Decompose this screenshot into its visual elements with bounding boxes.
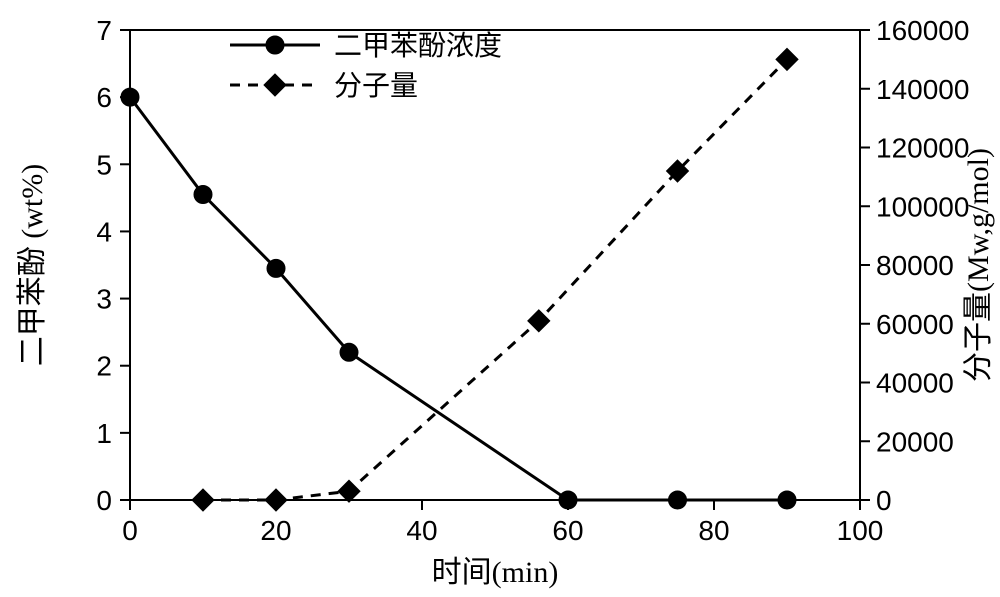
y-left-tick-label: 4 — [96, 216, 112, 247]
x-tick-label: 0 — [122, 515, 138, 546]
circle-marker — [340, 343, 358, 361]
y-left-tick-label: 7 — [96, 15, 112, 46]
diamond-marker — [528, 310, 550, 332]
x-tick-label: 80 — [698, 515, 729, 546]
circle-marker — [669, 491, 687, 509]
plot-border — [130, 30, 860, 500]
y-right-tick-label: 0 — [876, 485, 892, 516]
circle-marker — [267, 259, 285, 277]
y-right-tick-label: 140000 — [876, 74, 969, 105]
x-tick-label: 40 — [406, 515, 437, 546]
y-left-tick-label: 5 — [96, 149, 112, 180]
chart-container: 0 20 40 60 80 100 时间(min) 0 1 2 3 4 5 6 7 二甲苯酚 (wt%) 0 20… — [0, 0, 1000, 597]
y-left-tick-label: 3 — [96, 284, 112, 315]
y-right-tick-label: 20000 — [876, 426, 954, 457]
legend-diamond-marker — [264, 74, 286, 96]
y-left-tick-label: 0 — [96, 485, 112, 516]
y-right-tick-label: 80000 — [876, 250, 954, 281]
diamond-marker — [192, 489, 214, 511]
y-left-tick-label: 6 — [96, 82, 112, 113]
y-right-tick-label: 40000 — [876, 368, 954, 399]
diamond-marker — [265, 489, 287, 511]
y-right-tick-label: 100000 — [876, 191, 969, 222]
y-right-tick-label: 60000 — [876, 309, 954, 340]
circle-marker — [121, 88, 139, 106]
diamond-marker — [776, 48, 798, 70]
circle-marker — [778, 491, 796, 509]
series-line-1 — [203, 59, 787, 500]
y-right-axis-label: 分子量(Mw,g/mol) — [962, 148, 995, 382]
x-tick-label: 60 — [552, 515, 583, 546]
y-left-axis-label: 二甲苯酚 (wt%) — [16, 164, 49, 366]
diamond-marker — [338, 480, 360, 502]
y-left-tick-label: 1 — [96, 418, 112, 449]
y-right-tick-label: 160000 — [876, 15, 969, 46]
y-right-tick-label: 120000 — [876, 133, 969, 164]
dual-axis-line-chart: 0 20 40 60 80 100 时间(min) 0 1 2 3 4 5 6 7 二甲苯酚 (wt%) 0 20… — [0, 0, 1000, 597]
legend-label: 二甲苯酚浓度 — [334, 30, 502, 62]
circle-marker — [194, 186, 212, 204]
x-axis-label: 时间(min) — [432, 556, 559, 589]
y-left-tick-label: 2 — [96, 351, 112, 382]
circle-marker — [559, 491, 577, 509]
series-line-0 — [130, 97, 787, 500]
legend-label: 分子量 — [334, 71, 418, 102]
x-tick-label: 100 — [837, 515, 884, 546]
x-tick-label: 20 — [260, 515, 291, 546]
legend-circle-marker — [266, 36, 284, 54]
